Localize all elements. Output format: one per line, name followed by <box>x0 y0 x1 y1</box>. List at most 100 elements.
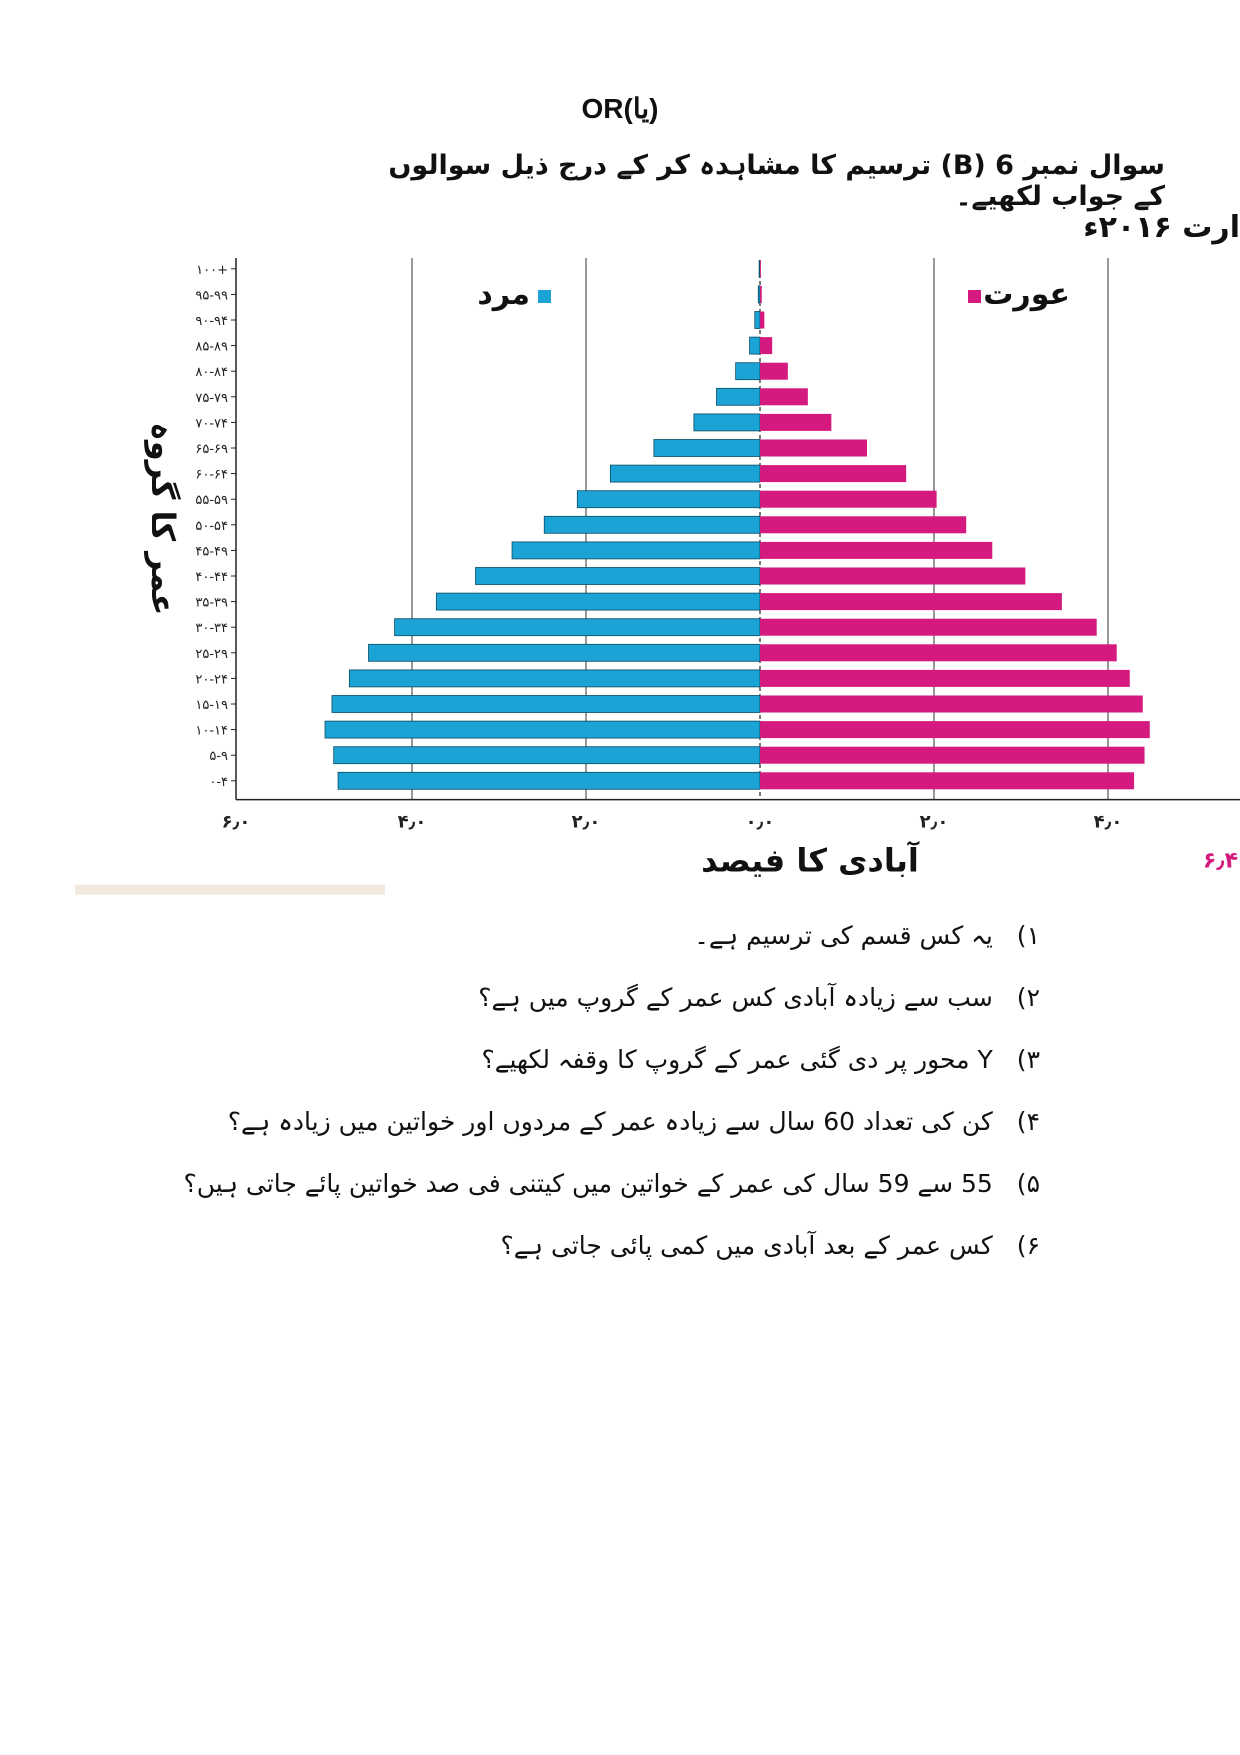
bar-female <box>760 490 937 508</box>
bar-male <box>758 259 761 278</box>
y-tick-label: ۲۵-۲۹ <box>195 647 228 662</box>
y-tick-label: ۳۵-۳۹ <box>195 596 228 611</box>
bar-female <box>760 388 808 406</box>
bar-female <box>760 567 1026 585</box>
chart-caption: ارت ۲۰۱۶ء <box>1083 210 1240 245</box>
y-tick-label: ۹۵-۹۹ <box>195 288 228 303</box>
y-tick-label: ۵۰-۵۴ <box>195 519 228 534</box>
bar-male <box>609 464 761 483</box>
question-item: ۳) Y محور پر دی گئی عمر کے گروپ کا وقفہ ل… <box>140 1029 1040 1091</box>
y-tick-label: ۴۵-۴۹ <box>195 544 228 559</box>
bar-male <box>368 643 761 662</box>
x-tick-label: ۲٫۰ <box>572 812 601 833</box>
bar-female <box>760 362 788 380</box>
bar-male <box>324 720 761 739</box>
bar-male <box>543 515 761 534</box>
bars <box>324 259 1150 790</box>
bar-female <box>760 337 773 355</box>
bar-female <box>760 618 1097 636</box>
x-tick-label: ۲٫۰ <box>920 812 949 833</box>
bar-female <box>760 772 1135 790</box>
bar-male <box>735 362 761 381</box>
question-number: ۱) <box>1016 921 1040 950</box>
question-item: ۴) کن کی تعداد 60 سال سے زیادہ عمر کے مرد… <box>140 1091 1040 1153</box>
y-tick-label: ۳۰-۳۴ <box>195 621 228 636</box>
y-tick-label: ۴۰-۴۴ <box>195 570 228 585</box>
y-tick-label: ۸۰-۸۴ <box>195 365 228 380</box>
bar-male <box>716 387 761 406</box>
bar-female <box>760 669 1130 687</box>
bar-female <box>760 465 907 483</box>
question-item: ۶) کس عمر کے بعد آبادی میں کمی پائی جاتی … <box>140 1215 1040 1277</box>
bar-female <box>760 439 868 457</box>
bar-female <box>760 311 765 329</box>
x-tick-label: ۴٫۰ <box>1094 812 1123 833</box>
question-item: ۵) 55 سے 59 سال کی عمر کے خواتین میں کیتن… <box>140 1153 1040 1215</box>
or-label: (یا)OR <box>581 93 659 124</box>
bar-female <box>760 285 762 303</box>
y-tick-label: ۱۵-۱۹ <box>195 698 228 713</box>
legend-swatch-male <box>538 290 551 303</box>
bar-female <box>760 593 1062 611</box>
question-number: ۳) <box>1016 1045 1040 1074</box>
bar-male <box>576 490 761 509</box>
question-text: کن کی تعداد 60 سال سے زیادہ عمر کے مردوں… <box>227 1107 993 1136</box>
y-tick-label: ۱۰-۱۴ <box>195 724 228 739</box>
y-axis-label: عمر کا گروہ <box>144 422 182 615</box>
y-tick-label: ۱۰۰+ <box>196 263 228 278</box>
bar-male <box>757 285 761 304</box>
bar-male <box>511 541 761 560</box>
labels: ۰-۴ ۵-۹ ۱۰-۱۴ ۱۵-۱۹ ۲۰-۲۴ ۲۵-۲۹ ۳۰-۳۴ ۳۵-۳۹ ۴۰-۴… <box>144 263 1238 880</box>
question-item: ۲) سب سے زیادہ آبادی کس عمر کے گروپ میں ہ… <box>140 967 1040 1029</box>
legend: مرد عورت <box>477 277 1070 312</box>
question-text: یہ کس قسم کی ترسیم ہے۔ <box>694 921 993 950</box>
bar-female <box>760 260 761 278</box>
bar-male <box>749 336 761 355</box>
x-tick-label: ۰٫۰ <box>746 812 775 833</box>
bar-female <box>760 541 993 559</box>
bar-male <box>435 592 761 611</box>
legend-label-male: مرد <box>477 277 530 312</box>
legend-label-female: عورت <box>983 277 1070 312</box>
question-number: ۴) <box>1016 1107 1040 1136</box>
bar-female <box>760 695 1143 713</box>
y-tick-label: ۶۵-۶۹ <box>195 442 228 457</box>
y-tick-label: ۰-۴ <box>209 775 228 790</box>
bar-female <box>760 413 832 431</box>
bar-male <box>754 311 761 329</box>
question-item: ۱) یہ کس قسم کی ترسیم ہے۔ <box>140 905 1040 967</box>
x-axis-label: آبادی کا فیصد <box>701 841 920 880</box>
y-tick-label: ۵-۹ <box>209 749 228 764</box>
legend-swatch-female <box>968 290 981 303</box>
question-number: ۵) <box>1016 1169 1040 1198</box>
bar-male <box>348 669 761 688</box>
bar-female <box>760 721 1150 739</box>
question-text: کس عمر کے بعد آبادی میں کمی پائی جاتی ہے… <box>500 1231 993 1260</box>
bar-male <box>475 567 761 585</box>
bar-female <box>760 644 1117 662</box>
x-tick-label: ۴٫۰ <box>398 812 427 833</box>
population-pyramid-chart: ۰-۴ ۵-۹ ۱۰-۱۴ ۱۵-۱۹ ۲۰-۲۴ ۲۵-۲۹ ۳۰-۳۴ ۳۵-۳۹ ۴۰-۴… <box>75 258 1240 895</box>
bar-male <box>693 413 761 432</box>
y-tick-label: ۶۰-۶۴ <box>195 468 228 483</box>
question-text: Y محور پر دی گئی عمر کے گروپ کا وقفہ لکھ… <box>481 1045 993 1074</box>
bar-male <box>394 618 761 637</box>
y-tick-label: ۸۵-۸۹ <box>195 340 228 355</box>
question-list: ۱) یہ کس قسم کی ترسیم ہے۔ ۲) سب سے زیادہ آ… <box>140 905 1040 1277</box>
question-text: سب سے زیادہ آبادی کس عمر کے گروپ میں ہے؟ <box>478 983 993 1012</box>
bar-male <box>337 771 761 790</box>
axes <box>231 258 1240 801</box>
y-tick-label: ۵۵-۵۹ <box>195 493 228 508</box>
y-tick-label: ۹۰-۹۴ <box>195 314 228 329</box>
bar-female <box>760 516 967 534</box>
question-text: 55 سے 59 سال کی عمر کے خواتین میں کیتنی … <box>183 1169 993 1198</box>
question-number: ۲) <box>1016 983 1040 1012</box>
y-tick-label: ۷۰-۷۴ <box>195 416 228 431</box>
question-number: ۶) <box>1016 1231 1040 1260</box>
x-extra-label: ۶٫۴ <box>1203 849 1238 874</box>
question-heading: سوال نمبر 6 (B) ترسیم کا مشاہدہ کر کے در… <box>388 150 1165 212</box>
bar-male <box>331 695 761 713</box>
bar-female <box>760 746 1145 764</box>
y-tick-label: ۷۵-۷۹ <box>195 391 228 406</box>
decorative-strip <box>75 884 385 895</box>
